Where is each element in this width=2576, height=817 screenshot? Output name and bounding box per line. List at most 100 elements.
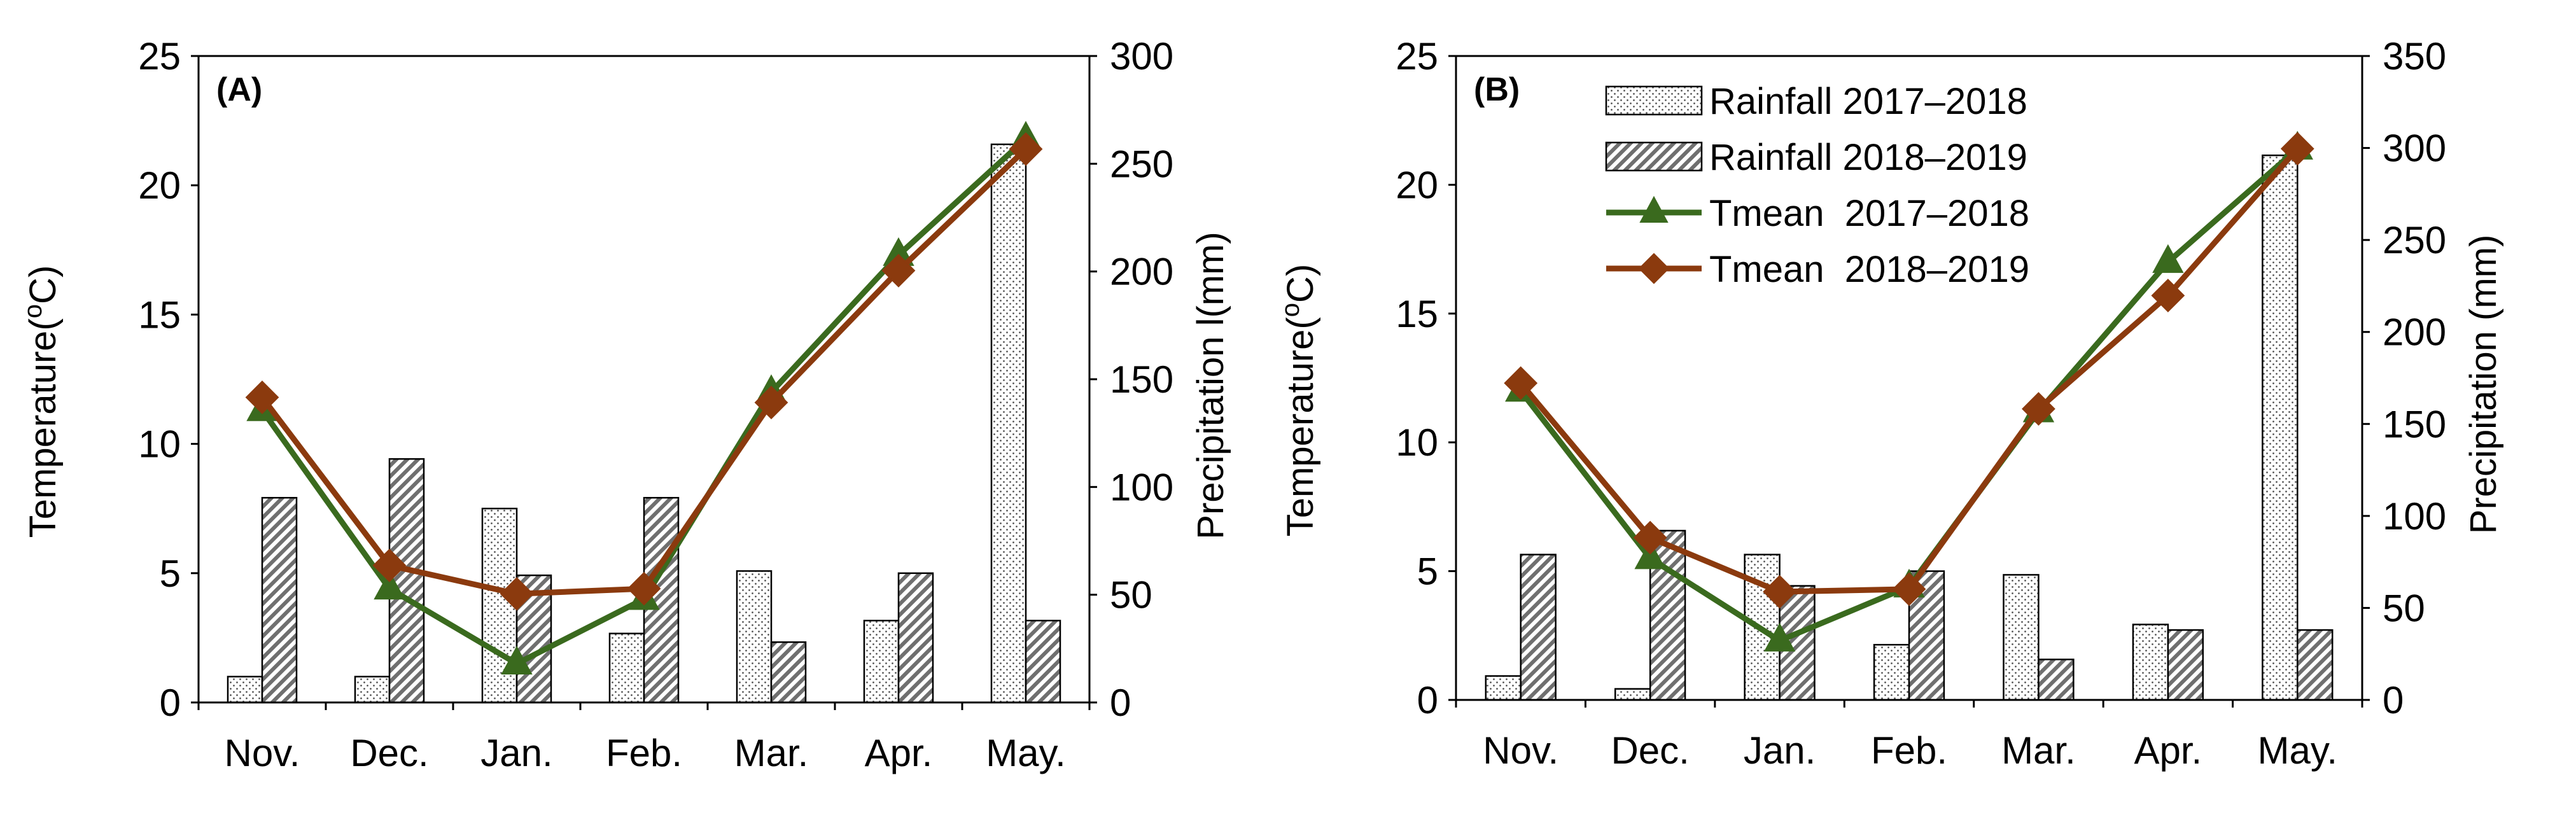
- x-tick-label: Mar.: [2001, 729, 2076, 772]
- marker-diamond-mar: [754, 386, 788, 419]
- marker-diamond-jan: [500, 576, 534, 611]
- bar-series-2: [1520, 529, 2334, 701]
- y-right-tick-label: 100: [1110, 466, 1173, 508]
- x-axis: Nov. Dec. Jan. Feb. Mar. Apr. May.: [197, 702, 1091, 774]
- marker-triangle-dec: [1634, 540, 1666, 569]
- x-tick-label: May.: [2257, 729, 2337, 772]
- y-left-axis-title: Temperature(oC): [1277, 264, 1321, 536]
- bar-dots-mar: [736, 570, 773, 704]
- bar-dots-feb: [1873, 644, 1910, 701]
- legend-label: Tmean 2018–2019: [1709, 249, 2029, 290]
- bar-dots-feb: [608, 632, 645, 704]
- y-right-tick-label: 50: [2383, 587, 2425, 629]
- marker-triangle-dec: [374, 571, 405, 600]
- marker-diamond-dec: [372, 548, 407, 583]
- y-left-title-sup: o: [1277, 303, 1305, 317]
- bar-dots-apr: [2132, 624, 2169, 701]
- legend-label: Tmean 2017–2018: [1709, 193, 2029, 234]
- bar-dots-apr: [863, 620, 900, 704]
- x-tick-label: Apr.: [865, 732, 933, 774]
- y-left-title-sup: o: [19, 304, 47, 318]
- y-left-tick-label: 25: [138, 35, 181, 78]
- y-right-tick-label: 200: [1110, 251, 1173, 293]
- y-right-tick-label: 100: [2383, 495, 2446, 538]
- x-tick-label: Nov.: [1483, 729, 1558, 772]
- panel-label: (B): [1474, 71, 1520, 108]
- marker-diamond-apr: [881, 253, 916, 288]
- marker-diamond-may: [1009, 132, 1043, 166]
- x-tick-label: Jan.: [480, 732, 552, 774]
- y-left-tick-label: 15: [1396, 293, 1438, 335]
- x-tick-label: Apr.: [2134, 729, 2202, 772]
- bar-dots-mar: [2003, 574, 2040, 701]
- x-axis: Nov. Dec. Jan. Feb. Mar. Apr. May.: [1455, 700, 2363, 772]
- y-left-title-main: Temperature(: [1280, 317, 1321, 536]
- bar-hatch-may: [1025, 620, 1061, 704]
- bar-hatch-apr: [2167, 629, 2204, 701]
- x-tick-label: Feb.: [1871, 729, 1947, 772]
- y-right-tick-label: 250: [1110, 143, 1173, 185]
- x-tick-label: May.: [986, 732, 1066, 774]
- y-axis-right: 0 50 100 150 200 250 300 Precipitation l(mm): [1089, 35, 1231, 724]
- y-right-tick-label: 300: [1110, 35, 1173, 78]
- y-left-tick-label: 25: [1396, 35, 1438, 78]
- bar-hatch-mar: [770, 641, 807, 704]
- y-axis-left: 0 5 10 15 20 25 Temperature(oC): [1277, 35, 1456, 722]
- bar-hatch-apr: [897, 572, 934, 704]
- legend-marker-diamond: [1638, 253, 1670, 284]
- x-tick-label: Dec.: [1611, 729, 1689, 772]
- y-right-tick-label: 300: [2383, 127, 2446, 170]
- x-tick-label: Mar.: [734, 732, 809, 774]
- marker-diamond-jan: [1763, 575, 1796, 609]
- marker-triangle-jan: [501, 645, 533, 675]
- y-right-tick-label: 150: [1110, 358, 1173, 401]
- bar-dots-may: [2262, 154, 2299, 701]
- legend: Rainfall 2017–2018 Rainfall 2018–2019 Tmea…: [1605, 81, 2029, 290]
- x-tick-label: Dec.: [350, 732, 428, 774]
- y-left-tick-label: 5: [160, 552, 181, 595]
- chart-panel-a: 0 5 10 15 20 25 Temperature(oC) 0 50 100 150 200 250…: [19, 35, 1231, 774]
- bar-hatch-nov: [261, 497, 298, 704]
- line-series-2: [1504, 132, 2314, 609]
- y-left-title-main: Temperature(: [22, 318, 64, 538]
- marker-diamond-may: [2280, 132, 2314, 166]
- y-left-tick-label: 20: [1396, 164, 1438, 206]
- marker-diamond-mar: [2022, 392, 2055, 426]
- legend-entry-3: Tmean 2017–2018: [1606, 193, 2029, 234]
- y-left-tick-label: 10: [138, 423, 181, 466]
- y-left-tick-label: 5: [1417, 550, 1438, 593]
- bar-hatch-mar: [2038, 659, 2075, 701]
- marker-diamond-nov: [245, 381, 279, 414]
- marker-diamond-dec: [1633, 520, 1667, 555]
- x-tick-label: Feb.: [606, 732, 682, 774]
- legend-label: Rainfall 2017–2018: [1709, 81, 2027, 122]
- panel-label: (A): [216, 71, 262, 108]
- bar-series-1: [227, 143, 1027, 704]
- marker-diamond-feb: [1892, 572, 1926, 606]
- marker-diamond-feb: [627, 571, 661, 606]
- y-left-tick-label: 0: [160, 681, 181, 724]
- y-left-tick-label: 15: [138, 293, 181, 336]
- x-tick-label: Nov.: [225, 732, 300, 774]
- bar-hatch-nov: [1520, 554, 1557, 701]
- legend-entry-2: Rainfall 2018–2019: [1605, 137, 2027, 178]
- y-right-tick-label: 150: [2383, 403, 2446, 445]
- plot-frame: [1455, 55, 2363, 701]
- y-left-title-unit: C): [22, 265, 64, 304]
- legend-label: Rainfall 2018–2019: [1709, 137, 2027, 178]
- x-tick-label: Jan.: [1744, 729, 1816, 772]
- y-axis-left: 0 5 10 15 20 25 Temperature(oC): [19, 35, 199, 724]
- legend-marker-triangle: [1639, 195, 1669, 223]
- y-right-tick-label: 200: [2383, 311, 2446, 354]
- legend-entry-1: Rainfall 2017–2018: [1605, 81, 2027, 122]
- marker-diamond-nov: [1504, 366, 1538, 400]
- y-left-tick-label: 20: [138, 164, 181, 207]
- y-axis-right: 0 50 100 150 200 250 300 350 Precipitation (mm): [2362, 35, 2504, 722]
- line-series-2: [245, 132, 1043, 611]
- y-right-tick-label: 350: [2383, 35, 2446, 78]
- y-left-axis-title: Temperature(oC): [19, 265, 64, 538]
- marker-triangle-jan: [1763, 622, 1796, 652]
- bar-dots-nov: [1485, 675, 1522, 701]
- y-right-tick-label: 50: [1110, 574, 1152, 617]
- bar-series-1: [1485, 154, 2299, 701]
